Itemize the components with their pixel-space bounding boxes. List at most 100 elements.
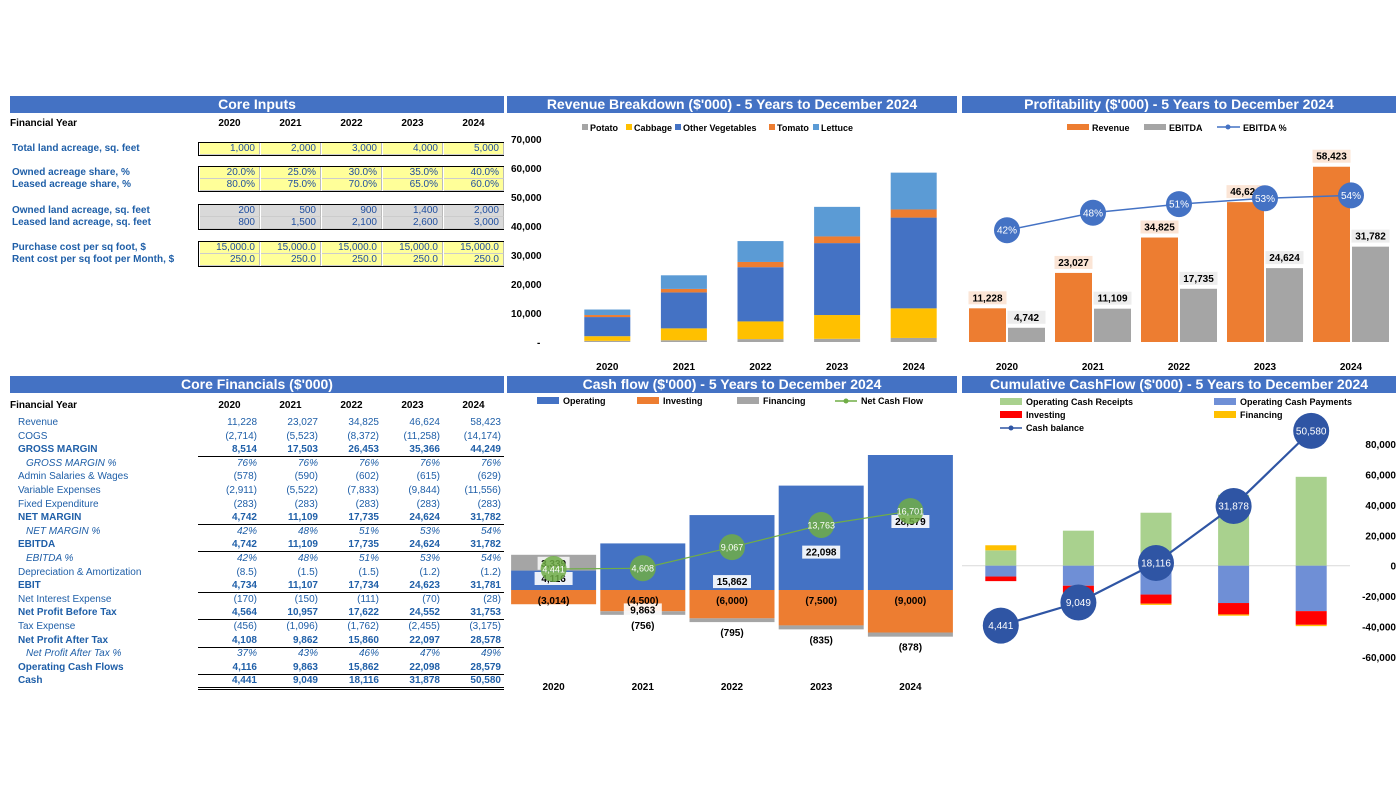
- x-tick-label: 2020: [542, 682, 565, 693]
- financial-value: 49%: [480, 648, 501, 659]
- investing-bar: [1295, 611, 1327, 625]
- investing-bar: [689, 590, 775, 619]
- cumulative-cashflow-panel: Cumulative CashFlow ($'000) - 5 Years to…: [962, 376, 1396, 696]
- net-cash-marker: [897, 498, 924, 525]
- financial-label: Revenue: [18, 417, 59, 428]
- investing-bar: [778, 590, 864, 626]
- financial-value: 76%: [236, 458, 257, 469]
- profitability-panel: Profitability ($'000) - 5 Years to Decem…: [962, 96, 1396, 378]
- legend-swatch: [1144, 124, 1166, 130]
- legend-swatch: [1214, 411, 1236, 418]
- financial-value: 24,623: [409, 580, 440, 591]
- financial-value: 24,624: [409, 539, 440, 550]
- investing-data-label: (3,014): [538, 596, 570, 607]
- cash-balance-label: 31,878: [1218, 502, 1249, 513]
- investing-data-label: (4,500): [627, 596, 659, 607]
- financial-value: 46%: [358, 648, 379, 659]
- financial-value: 76%: [419, 458, 440, 469]
- input-label: Rent cost per sq foot per Month, $: [12, 254, 175, 265]
- legend-label: Potato: [590, 123, 619, 133]
- financial-value: 9,863: [292, 662, 318, 673]
- legend-swatch: [626, 124, 632, 130]
- bar-segment: [584, 340, 631, 342]
- financing-data-label: (756): [631, 621, 654, 632]
- financing-bar: [1218, 614, 1250, 616]
- financial-value: (2,714): [225, 431, 257, 442]
- legend-label: Revenue: [1092, 123, 1130, 133]
- receipts-bar: [1295, 476, 1327, 566]
- input-value: 200: [200, 205, 260, 217]
- financial-value: (590): [294, 471, 318, 482]
- financial-value: 17,735: [348, 512, 379, 523]
- financial-value: (1.2): [480, 567, 501, 578]
- financial-value: 17,503: [287, 444, 318, 455]
- legend-label: Investing: [663, 396, 703, 406]
- data-label-bg: [713, 575, 751, 589]
- financial-value: 4,564: [231, 607, 257, 618]
- revenue-breakdown-title: Revenue Breakdown ($'000) - 5 Years to D…: [507, 96, 957, 113]
- revenue-breakdown-chart: Potato Cabbage Other Vegetables Tomato Lettu…: [511, 123, 937, 373]
- input-value: 800: [200, 217, 260, 229]
- financial-value: (456): [233, 621, 257, 632]
- input-value: 15,000.0: [261, 242, 321, 254]
- financial-value: 28,579: [470, 662, 501, 673]
- bar-segment: [584, 315, 631, 318]
- input-value: 25.0%: [261, 167, 321, 179]
- financial-value: (2,911): [226, 485, 257, 496]
- financial-value: 31,782: [470, 539, 501, 550]
- input-label: Total land acreage, sq. feet: [12, 143, 140, 154]
- net-cash-marker: [719, 534, 745, 561]
- year-header: 2024: [462, 118, 485, 129]
- receipts-bar: [985, 550, 1017, 566]
- financial-label: GROSS MARGIN %: [26, 458, 117, 469]
- input-value: 15,000.0: [322, 242, 382, 254]
- input-value: 40.0%: [444, 167, 504, 179]
- financial-label: EBIT: [18, 580, 41, 591]
- financial-value: 48%: [297, 553, 318, 564]
- x-tick-label: 2021: [632, 682, 655, 693]
- total-rule: [198, 619, 504, 620]
- financial-value: 17,735: [348, 539, 379, 550]
- financial-value: 9,049: [292, 675, 318, 686]
- cash-balance-label: 9,049: [1066, 598, 1091, 609]
- cash-balance-marker: [982, 607, 1019, 644]
- data-label-bg: [623, 603, 662, 617]
- year-header: 2022: [340, 118, 363, 129]
- input-value: 4,000: [383, 143, 443, 155]
- legend-swatch: [769, 124, 775, 130]
- legend-label: Net Cash Flow: [861, 396, 924, 406]
- legend-label: Tomato: [777, 123, 809, 133]
- revenue-data-label: 58,423: [1316, 152, 1347, 163]
- operating-data-label: 15,862: [717, 577, 748, 588]
- ebitda-data-label: 31,782: [1355, 232, 1386, 243]
- financial-label: Cash: [18, 675, 43, 686]
- financial-value: 24,624: [409, 512, 440, 523]
- financing-data-label: (835): [810, 635, 833, 646]
- legend-swatch: [582, 124, 588, 130]
- financial-label: Net Profit Before Tax: [18, 607, 117, 618]
- cash-balance-label: 50,580: [1296, 426, 1327, 437]
- total-rule: [198, 551, 504, 552]
- bar-segment: [814, 338, 861, 342]
- financial-label: Variable Expenses: [18, 485, 101, 496]
- receipts-bar: [1062, 530, 1094, 566]
- ebitda-pct-marker: [1080, 199, 1106, 226]
- bar-segment: [814, 315, 861, 339]
- core-financials-title: Core Financials ($'000): [10, 376, 504, 393]
- bar-segment: [660, 292, 707, 329]
- x-tick-label: 2024: [903, 362, 926, 373]
- financial-label: Net Profit After Tax: [18, 635, 109, 646]
- net-cash-label: 4,608: [632, 564, 655, 574]
- operating-data-label: 9,863: [630, 605, 655, 616]
- investing-data-label: (6,000): [716, 596, 748, 607]
- revenue-breakdown-panel: Revenue Breakdown ($'000) - 5 Years to D…: [507, 96, 957, 378]
- financial-value: 31,782: [470, 512, 501, 523]
- financial-value: (170): [233, 594, 257, 605]
- net-cash-marker: [808, 511, 835, 538]
- financial-value: 4,742: [231, 539, 257, 550]
- cash-flow-title: Cash flow ($'000) - 5 Years to December …: [507, 376, 957, 393]
- input-value: 250.0: [383, 254, 443, 266]
- input-value: 5,000: [444, 143, 504, 155]
- financial-value: 43%: [297, 648, 318, 659]
- financial-label: Fixed Expenditure: [18, 499, 99, 510]
